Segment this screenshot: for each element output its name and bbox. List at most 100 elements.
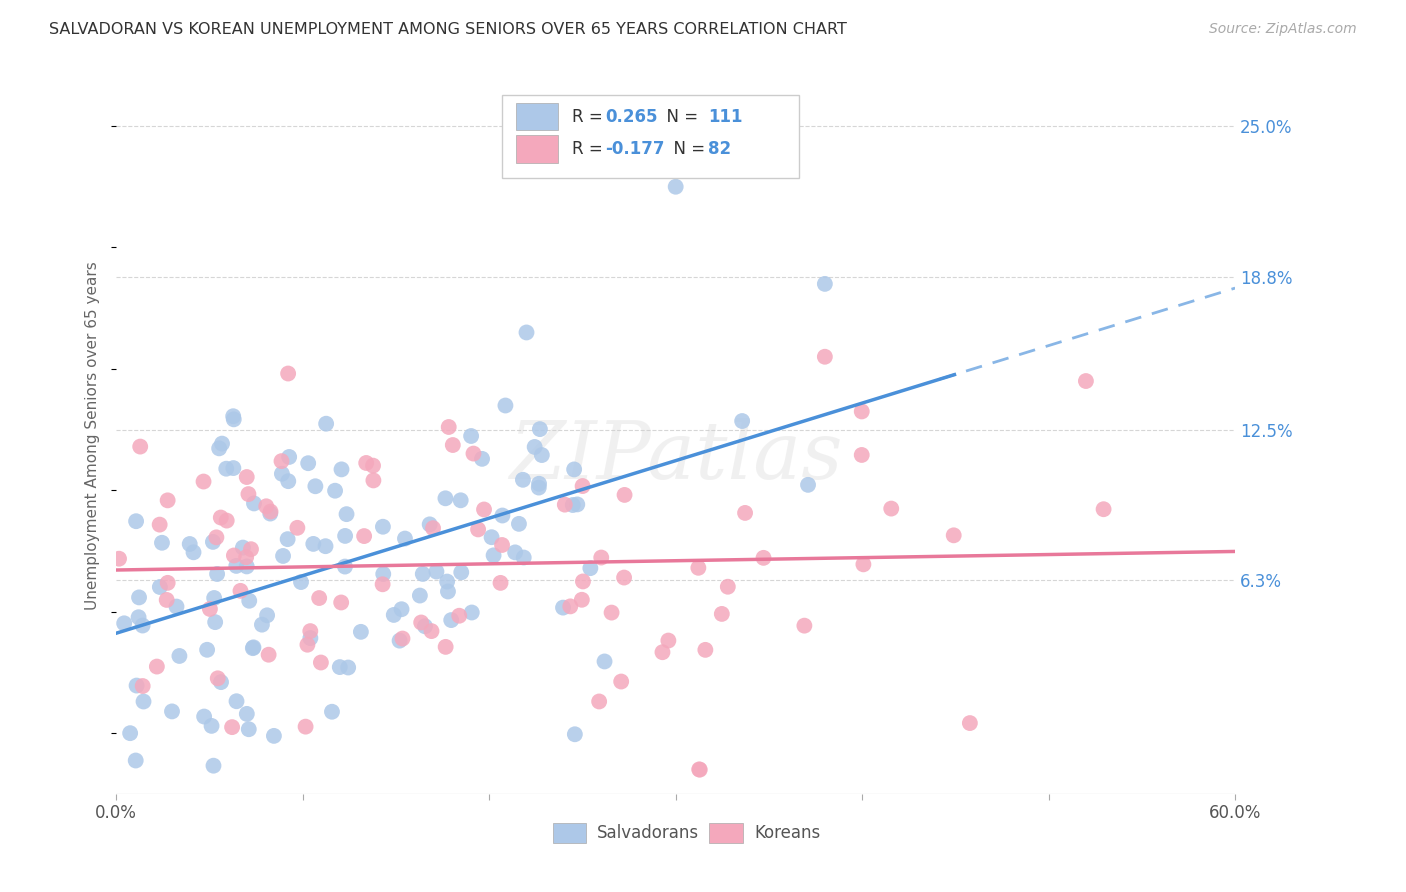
Point (571, 479, 593, 493)
Point (437, 584, 460, 599)
Point (215, 461, 238, 475)
Point (610, 674, 633, 689)
Point (734, 506, 756, 520)
Point (193, 475, 215, 489)
Point (302, 537, 325, 551)
Point (205, 530, 228, 544)
Point (294, 720, 316, 734)
Point (146, 659, 169, 673)
Point (304, 479, 326, 493)
Point (256, 608, 278, 623)
Point (354, 456, 377, 470)
Point (235, 550, 257, 565)
Point (434, 491, 457, 506)
Point (530, 448, 553, 462)
Point (717, 580, 740, 594)
Point (321, 705, 343, 719)
Point (150, 535, 173, 549)
Point (441, 438, 464, 452)
Point (515, 326, 537, 340)
Point (600, 606, 623, 620)
Point (572, 574, 595, 589)
Point (591, 550, 613, 565)
Point (277, 474, 299, 488)
Point (323, 483, 346, 498)
Point (512, 473, 534, 487)
Point (508, 516, 530, 531)
Point (613, 570, 636, 584)
Point (560, 599, 582, 614)
FancyBboxPatch shape (553, 823, 586, 843)
Point (593, 655, 616, 669)
Point (353, 529, 375, 543)
Point (120, 726, 142, 740)
Point (880, 501, 903, 516)
Point (422, 521, 444, 535)
Point (851, 448, 873, 462)
Point (797, 478, 820, 492)
Point (238, 487, 260, 501)
Point (315, 417, 337, 431)
Point (299, 631, 322, 645)
Point (225, 558, 247, 573)
Point (450, 493, 472, 508)
Point (689, 763, 711, 777)
Point (335, 507, 357, 521)
Point (202, 591, 225, 605)
Point (425, 565, 447, 579)
Text: N =: N = (655, 108, 703, 126)
Point (942, 528, 965, 542)
Point (551, 600, 574, 615)
Point (449, 608, 471, 623)
Point (238, 723, 260, 737)
Point (350, 624, 373, 639)
Point (204, 615, 226, 629)
Point (388, 633, 411, 648)
Point (156, 575, 179, 590)
Point (297, 456, 319, 470)
Text: 0.265: 0.265 (605, 108, 658, 126)
Point (523, 440, 546, 454)
Point (112, 616, 135, 631)
Point (491, 508, 513, 523)
Point (193, 709, 215, 723)
Point (562, 462, 585, 476)
Point (259, 504, 281, 518)
Point (373, 567, 395, 582)
Point (330, 595, 353, 609)
Point (852, 558, 875, 572)
Point (793, 618, 815, 632)
Point (243, 496, 266, 510)
Point (665, 179, 688, 194)
Point (297, 638, 319, 652)
Text: R =: R = (572, 140, 607, 158)
Point (1074, 374, 1097, 388)
Point (129, 440, 152, 454)
Point (278, 450, 301, 464)
Point (229, 583, 252, 598)
Point (263, 729, 285, 743)
Point (149, 580, 172, 594)
Point (166, 599, 188, 614)
Point (959, 716, 981, 731)
Point (471, 451, 494, 466)
Point (489, 575, 512, 590)
FancyBboxPatch shape (516, 136, 558, 162)
Y-axis label: Unemployment Among Seniors over 65 years: Unemployment Among Seniors over 65 years (86, 261, 100, 610)
Point (149, 517, 172, 532)
Point (242, 641, 264, 656)
Point (651, 645, 673, 659)
Text: 111: 111 (709, 108, 742, 126)
Point (450, 566, 472, 580)
Point (391, 632, 413, 646)
Point (211, 436, 233, 450)
Point (481, 530, 503, 544)
Text: Koreans: Koreans (754, 824, 820, 842)
FancyBboxPatch shape (516, 103, 558, 130)
Point (394, 532, 416, 546)
Point (467, 523, 489, 537)
Point (131, 679, 153, 693)
Point (695, 643, 717, 657)
Point (277, 367, 299, 381)
Point (731, 414, 754, 428)
